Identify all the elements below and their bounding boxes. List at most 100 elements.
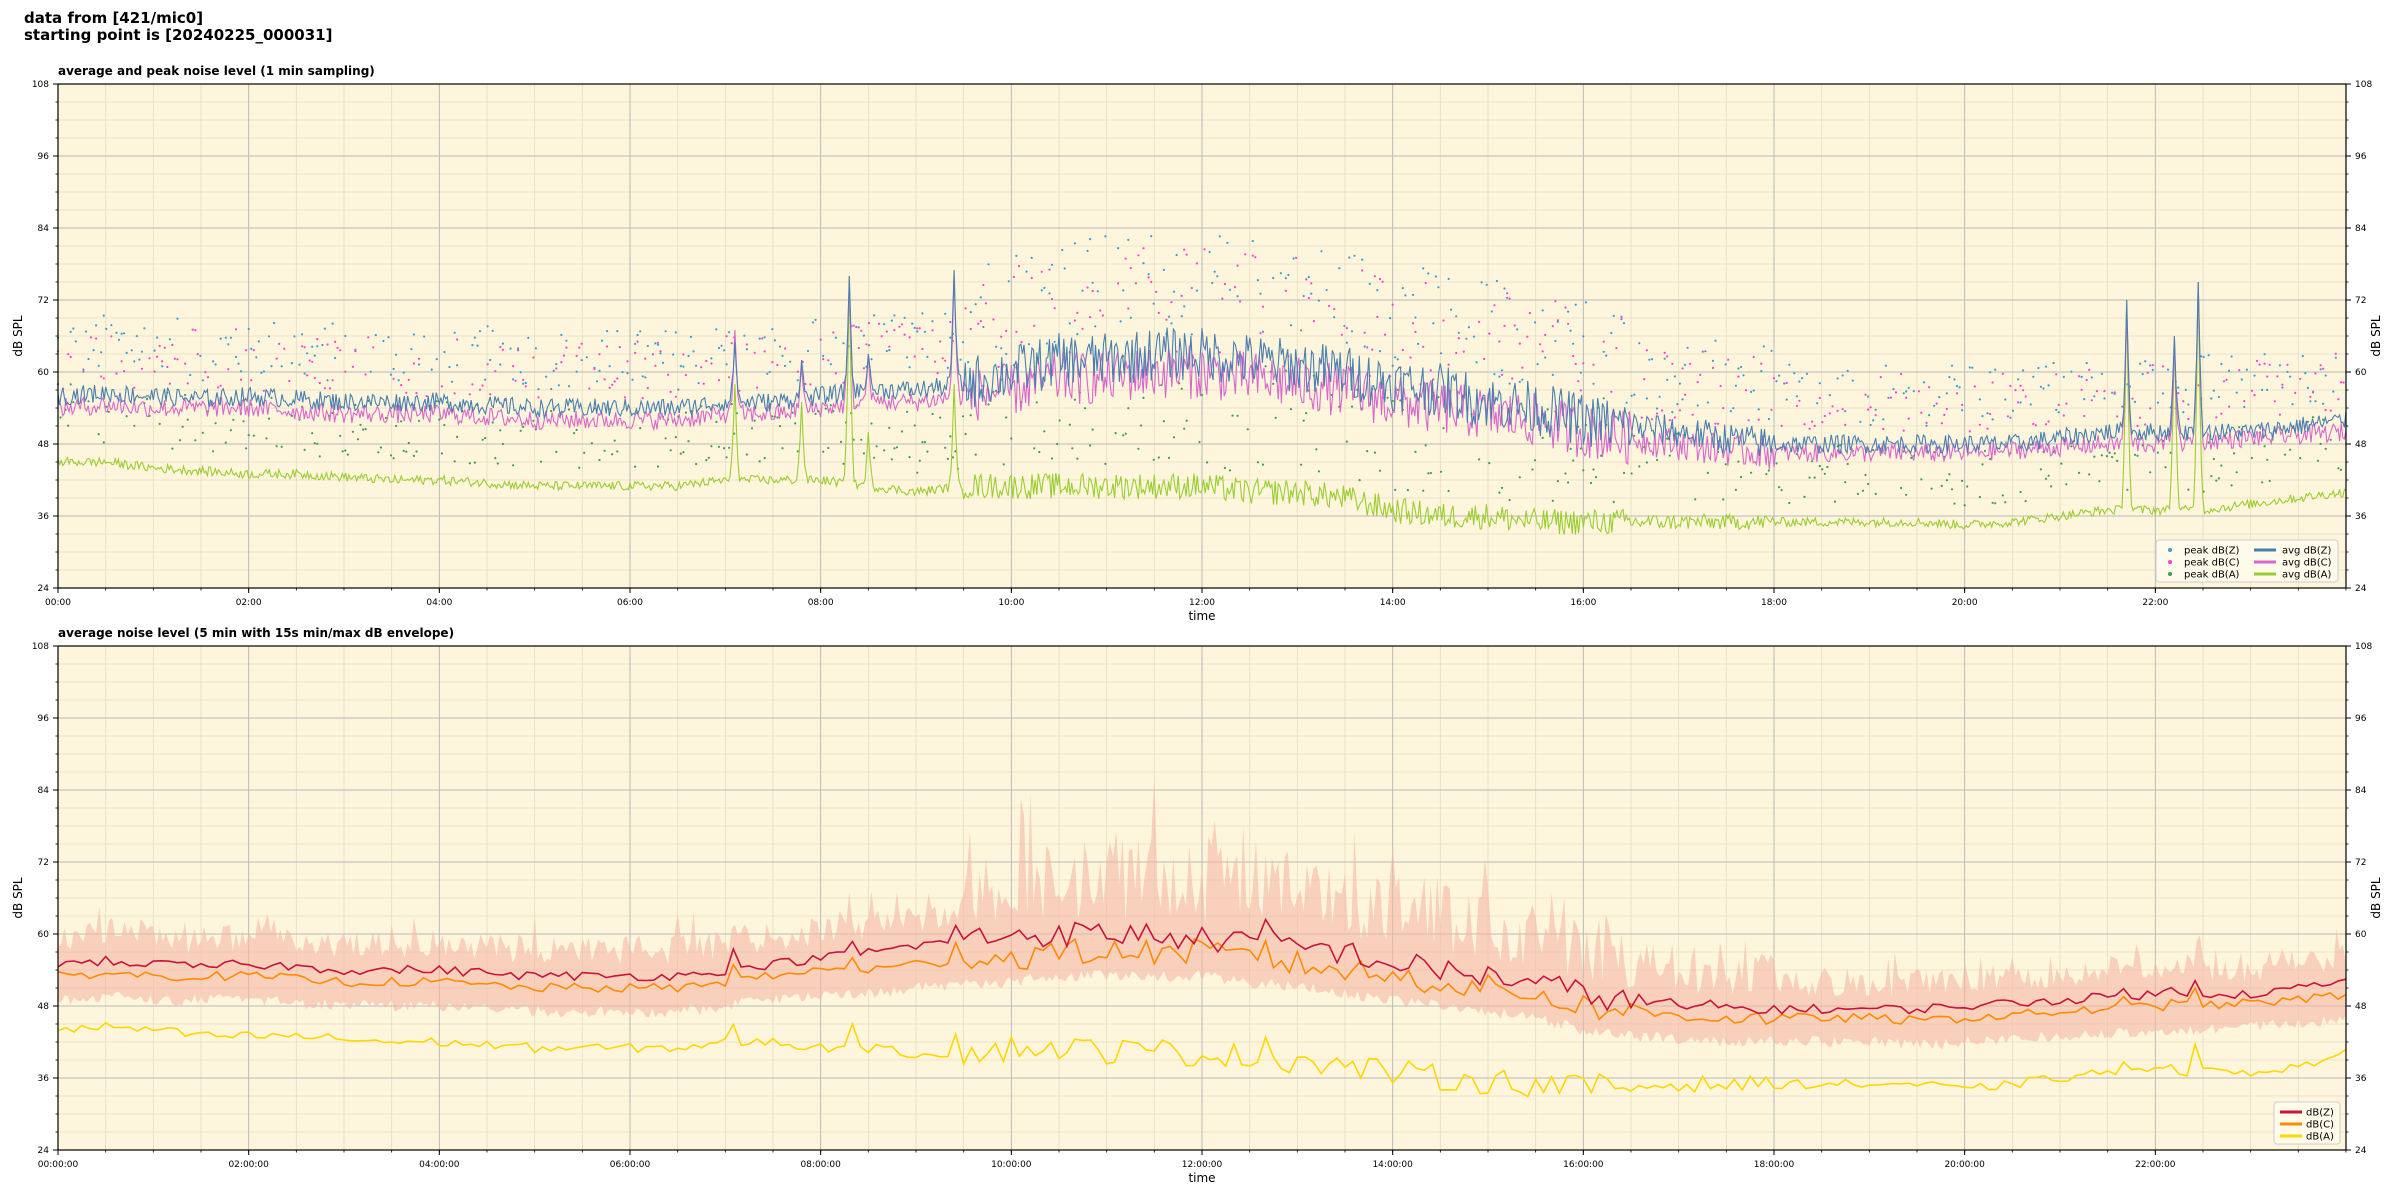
x-tick-label: 10:00:00: [991, 1160, 1032, 1170]
peak-point-c: [1076, 311, 1079, 314]
peak-point-z: [97, 364, 100, 367]
legend-marker: [2168, 548, 2172, 552]
peak-point-a: [1874, 492, 1877, 495]
peak-point-a: [1533, 459, 1537, 462]
peak-point-a: [679, 452, 682, 455]
peak-point-c: [860, 329, 863, 332]
peak-point-c: [1539, 343, 1542, 346]
x-tick-label: 18:00: [1761, 598, 1787, 608]
peak-point-z: [2309, 400, 2312, 403]
peak-point-a: [2324, 447, 2327, 450]
peak-point-c: [1183, 248, 1186, 251]
peak-point-a: [1350, 405, 1354, 408]
peak-point-z: [1279, 272, 1282, 275]
peak-point-a: [906, 410, 909, 413]
peak-point-z: [1544, 356, 1547, 359]
peak-point-c: [194, 329, 197, 332]
header-start-line: starting point is [20240225_000031]: [24, 26, 333, 44]
peak-point-c: [944, 359, 947, 362]
peak-point-z: [1554, 339, 1557, 343]
peak-point-z: [1841, 374, 1844, 377]
peak-point-z: [250, 347, 253, 350]
peak-point-a: [1246, 428, 1249, 431]
peak-point-c: [656, 341, 660, 344]
peak-point-c: [1650, 418, 1654, 421]
peak-point-a: [2311, 416, 2315, 419]
peak-point-z: [476, 344, 479, 347]
peak-point-c: [644, 357, 647, 360]
peak-point-a: [2156, 451, 2159, 454]
peak-point-z: [1061, 248, 1064, 252]
peak-point-a: [1945, 479, 1948, 482]
peak-point-a: [1666, 437, 1669, 440]
peak-point-c: [1645, 349, 1648, 352]
peak-point-a: [339, 434, 342, 437]
peak-point-z: [1363, 345, 1366, 348]
peak-point-z: [781, 354, 784, 357]
y-tick-label: 48: [2355, 1002, 2367, 1012]
peak-point-c: [2116, 415, 2119, 418]
peak-point-z: [682, 365, 685, 368]
peak-point-c: [1610, 390, 1613, 393]
peak-point-a: [2065, 483, 2068, 486]
peak-point-z: [1450, 308, 1453, 311]
peak-point-z: [2182, 411, 2185, 414]
peak-point-z: [1289, 324, 1293, 327]
peak-point-a: [918, 459, 921, 462]
peak-point-z: [1602, 350, 1605, 353]
peak-point-c: [1699, 373, 1702, 376]
peak-point-z: [1739, 365, 1743, 369]
peak-point-c: [1808, 427, 1811, 430]
peak-point-a: [102, 441, 105, 444]
peak-point-a: [1551, 499, 1554, 502]
peak-point-c: [2228, 405, 2231, 408]
peak-point-z: [1795, 395, 1798, 398]
peak-point-a: [1978, 496, 1981, 499]
peak-point-a: [1694, 498, 1697, 501]
peak-point-z: [1770, 349, 1773, 352]
peak-point-c: [1900, 372, 1903, 376]
peak-point-c: [1017, 264, 1021, 268]
peak-point-z: [1389, 317, 1392, 320]
peak-point-c: [412, 362, 415, 365]
peak-point-c: [2161, 365, 2165, 368]
peak-point-a: [351, 430, 354, 433]
peak-point-z: [1094, 325, 1097, 328]
peak-point-z: [1798, 380, 1801, 383]
peak-point-c: [702, 382, 705, 385]
peak-point-z: [1142, 262, 1145, 265]
series-line-avgdba: [57, 275, 2347, 535]
peak-point-z: [2319, 368, 2322, 371]
peak-point-a: [949, 435, 952, 438]
peak-point-z: [697, 382, 700, 385]
panel1-y-axis-label-left: dB SPL: [11, 877, 25, 919]
peak-point-c: [1424, 281, 1427, 285]
peak-point-a: [1035, 401, 1038, 404]
peak-point-a: [1122, 434, 1125, 437]
peak-point-z: [138, 358, 141, 361]
peak-point-c: [1864, 393, 1867, 396]
peak-point-a: [578, 466, 581, 469]
peak-point-z: [1785, 398, 1788, 401]
peak-point-z: [763, 336, 766, 339]
peak-point-z: [595, 380, 599, 383]
peak-point-z: [659, 352, 662, 355]
peak-point-a: [2187, 488, 2190, 491]
peak-point-z: [1882, 418, 1885, 421]
peak-point-z: [1793, 372, 1796, 375]
peak-point-c: [578, 346, 581, 349]
peak-point-c: [140, 367, 143, 370]
peak-point-c: [166, 365, 169, 369]
peak-point-z: [1287, 273, 1290, 277]
peak-point-a: [496, 462, 499, 465]
peak-point-z: [717, 346, 721, 350]
peak-point-a: [733, 432, 736, 435]
peak-point-z: [1411, 293, 1415, 296]
peak-point-c: [250, 379, 253, 382]
peak-point-z: [567, 385, 571, 388]
peak-point-z: [2083, 398, 2086, 401]
peak-point-a: [2070, 445, 2073, 448]
peak-point-a: [1050, 457, 1054, 460]
peak-point-c: [1683, 393, 1687, 396]
peak-point-a: [1180, 387, 1183, 390]
